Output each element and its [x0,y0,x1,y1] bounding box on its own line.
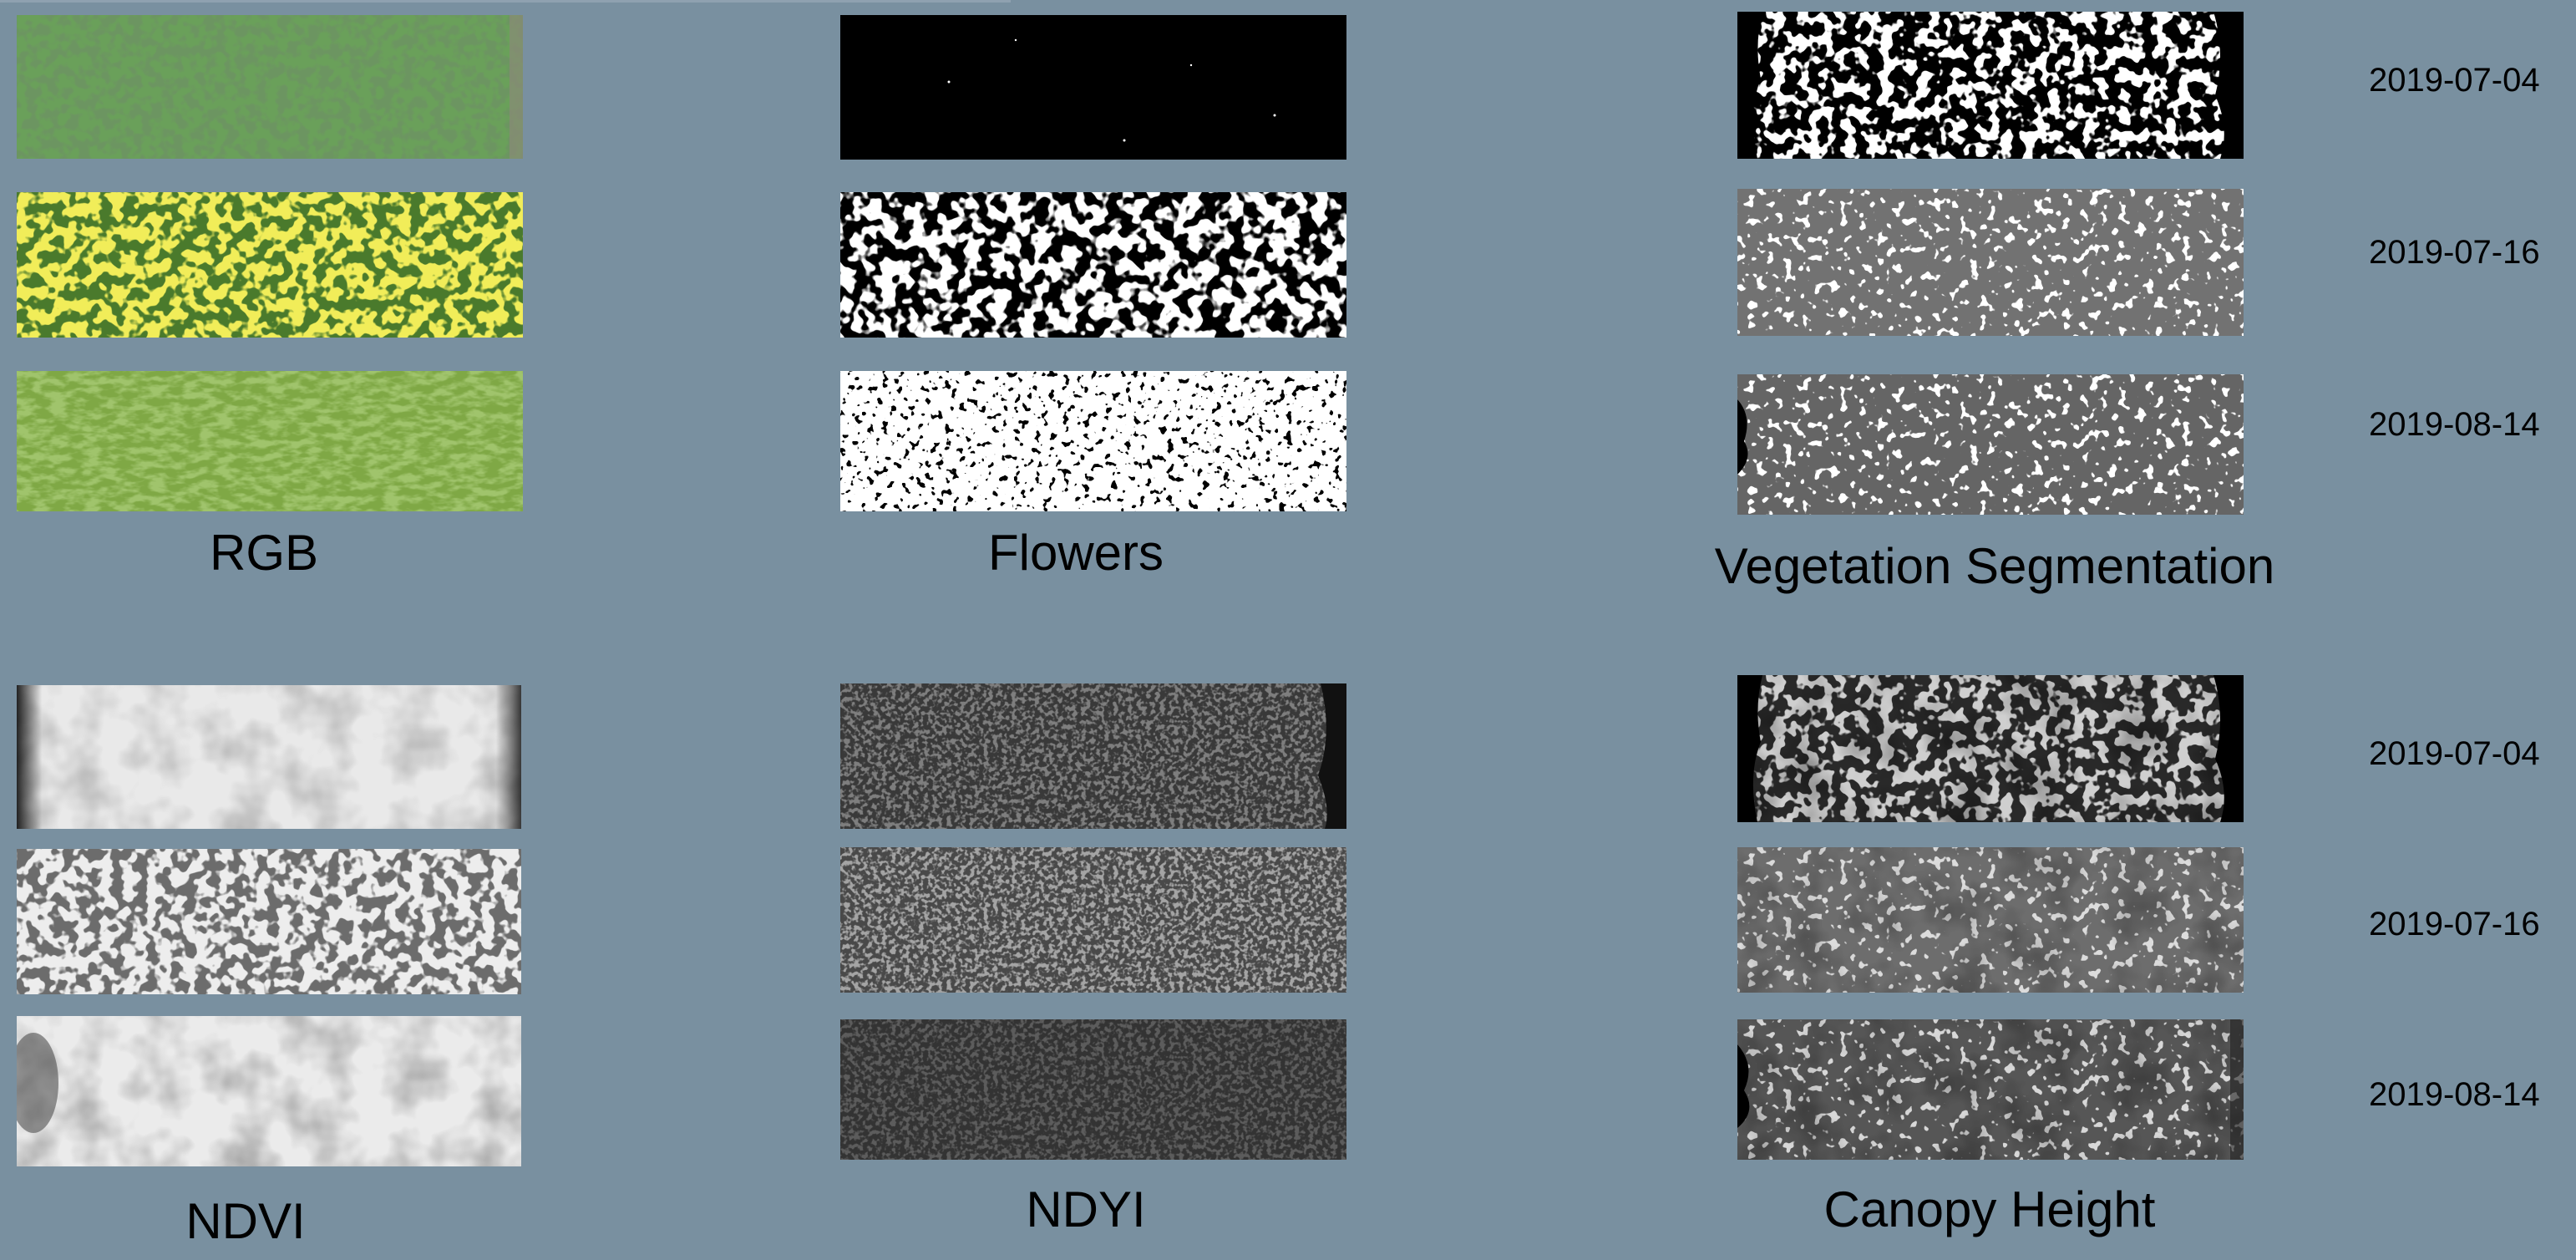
date-label-bottom-row-3: 2019-08-14 [2369,1076,2540,1113]
ndvi-map-2019-07-16 [17,849,521,994]
date-label-top-row-1: 2019-07-04 [2369,62,2540,99]
ndvi-map-2019-07-04 [17,685,521,829]
vegetation-mask-2019-08-14 [1737,374,2244,515]
flowers-mask-2019-07-16 [840,192,1346,338]
date-label-top-row-2: 2019-07-16 [2369,234,2540,271]
ndyi-map-2019-07-16 [840,847,1346,993]
top-edge-line [0,0,1011,3]
canopy-height-panel-title: Canopy Height [1823,1181,2156,1237]
date-label-top-row-3: 2019-08-14 [2369,406,2540,443]
canopy-height-map-2019-07-04 [1737,675,2244,822]
flowers-mask-2019-07-04 [840,15,1346,160]
rgb-tile-2019-07-04 [17,15,523,159]
vegetation-mask-2019-07-16 [1737,189,2244,336]
rgb-tile-2019-08-14 [17,371,523,511]
ndvi-map-2019-08-14 [17,1016,521,1166]
canopy-height-map-2019-07-16 [1737,847,2244,993]
rgb-panel-title: RGB [209,525,319,581]
date-label-bottom-row-2: 2019-07-16 [2369,906,2540,942]
date-label-bottom-row-1: 2019-07-04 [2369,735,2540,772]
ndyi-panel-title: NDYI [1026,1181,1146,1237]
vegetation-mask-2019-07-04 [1737,12,2244,159]
ndyi-map-2019-08-14 [840,1019,1346,1160]
canopy-height-map-2019-08-14 [1737,1019,2244,1160]
flowers-panel-title: Flowers [987,525,1164,581]
ndyi-map-2019-07-04 [840,683,1346,829]
vegetation-segmentation-panel-title: Vegetation Segmentation [1714,538,2275,594]
ndvi-panel-title: NDVI [185,1193,306,1249]
flowers-mask-2019-08-14 [840,371,1346,511]
rgb-tile-2019-07-16 [17,192,523,338]
